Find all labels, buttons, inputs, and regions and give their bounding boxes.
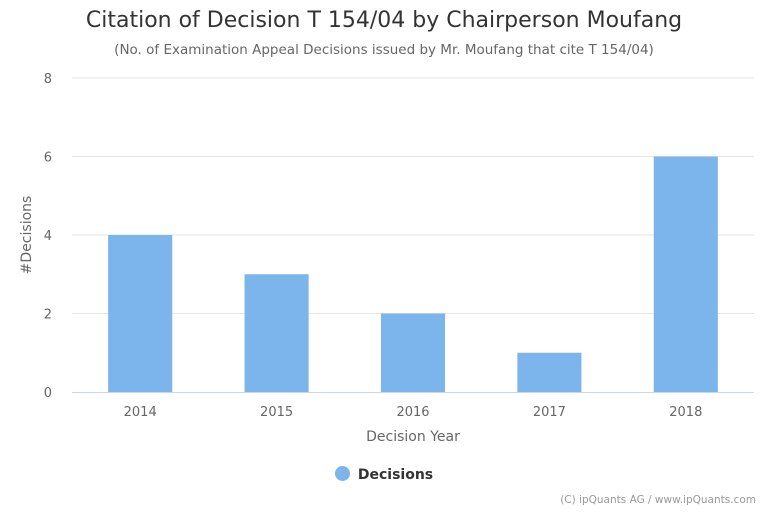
x-tick-label: 2016: [396, 405, 429, 420]
legend-marker-decisions: [334, 466, 350, 481]
y-tick-label: 4: [44, 229, 52, 244]
y-tick-label: 0: [44, 386, 52, 401]
x-tick-label: 2014: [124, 405, 157, 420]
x-axis-title: Decision Year: [366, 429, 460, 445]
bar[interactable]: [517, 352, 582, 392]
y-tick-label: 8: [44, 72, 52, 87]
legend-label-decisions: Decisions: [357, 467, 434, 483]
bar[interactable]: [244, 274, 309, 392]
bar[interactable]: [380, 313, 446, 393]
axes: 0 2 4 6 8 2014 2015 2016 2017 2018 Decision Year #D…: [19, 72, 754, 445]
x-tick-label: 2017: [533, 405, 566, 420]
y-tick-label: 2: [44, 308, 52, 323]
chart-subtitle: (No. of Examination Appeal Decisions iss…: [114, 42, 654, 58]
x-tick-label: 2018: [669, 405, 702, 420]
chart-title: Citation of Decision T 154/04 by Chairpe…: [85, 8, 683, 33]
bar[interactable]: [653, 156, 718, 393]
x-tick-label: 2015: [260, 405, 293, 420]
y-axis-title: #Decisions: [19, 196, 35, 275]
credits[interactable]: (C) ipQuants AG / www.ipQuants.com: [560, 494, 756, 506]
bars: [108, 156, 718, 393]
grid-lines: [72, 77, 754, 314]
legend[interactable]: Decisions: [0, 466, 768, 483]
bar[interactable]: [108, 235, 173, 392]
y-tick-label: 6: [44, 151, 52, 166]
